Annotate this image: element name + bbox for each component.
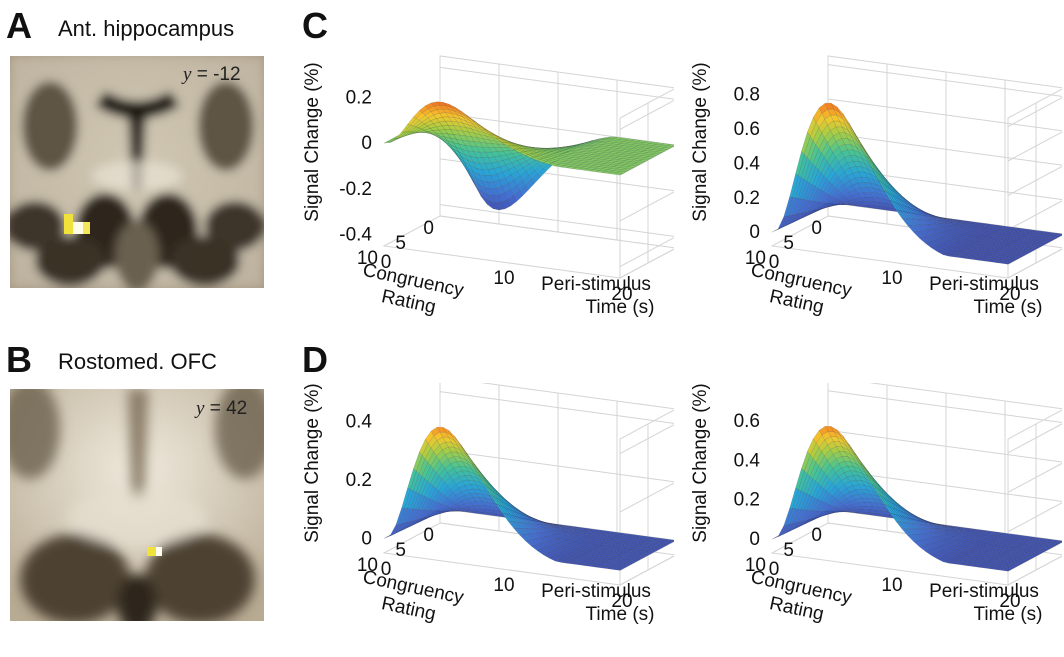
z-tick-label: 0.4 <box>734 153 761 174</box>
time-tick-label: 0 <box>769 559 780 580</box>
z-tick-label: -0.2 <box>339 179 372 200</box>
surface-patch <box>1001 261 1012 265</box>
z-tick-label: 0 <box>749 222 760 243</box>
panel-letter-b: B <box>6 339 32 380</box>
z-axis-label: Signal Change (%) <box>302 383 323 542</box>
z-tick-label: 0.4 <box>734 450 761 471</box>
congruency-tick-label: 0 <box>423 218 434 239</box>
surface-mesh <box>771 425 1062 572</box>
z-axis-label: Signal Change (%) <box>302 62 323 221</box>
time-tick-label: 10 <box>493 575 514 596</box>
z-tick-label: 0 <box>749 529 760 550</box>
surface-mesh <box>383 101 674 211</box>
congruency-tick-label: 0 <box>811 525 822 546</box>
svg-text:Peri-stimulus: Peri-stimulus <box>541 581 651 602</box>
brain-slice-hippocampus <box>10 56 264 288</box>
surface-patch <box>1001 568 1012 572</box>
time-tick-label: 20 <box>999 591 1020 612</box>
svg-text:Peri-stimulus: Peri-stimulus <box>929 581 1039 602</box>
time-tick-label: 20 <box>611 591 632 612</box>
svg-text:Time (s): Time (s) <box>974 297 1043 318</box>
activation-blob-ofc <box>147 547 156 556</box>
svg-text:Peri-stimulus: Peri-stimulus <box>929 274 1039 295</box>
time-tick-label: 0 <box>381 559 392 580</box>
panel-letter-a: A <box>6 5 32 46</box>
z-tick-label: 0.2 <box>734 490 760 511</box>
svg-text:Time (s): Time (s) <box>586 604 655 625</box>
z-tick-label: 0.6 <box>734 411 760 432</box>
z-axis-label: Signal Change (%) <box>690 383 711 542</box>
congruency-tick-label: 0 <box>811 218 822 239</box>
panel-title-b: Rostomed. OFC <box>58 349 217 374</box>
congruency-tick-label: 10 <box>357 555 378 576</box>
panel-letter-c: C <box>302 5 328 46</box>
time-tick-label: 20 <box>611 284 632 305</box>
time-tick-label: 0 <box>381 252 392 273</box>
z-axis-label: Signal Change (%) <box>690 62 711 221</box>
congruency-tick-label: 10 <box>745 555 766 576</box>
z-tick-label: 0.8 <box>734 85 760 106</box>
time-tick-label: 0 <box>769 252 780 273</box>
time-tick-label: 20 <box>999 284 1020 305</box>
time-tick-label: 10 <box>881 268 902 289</box>
congruency-tick-label: 10 <box>745 248 766 269</box>
congruency-tick-label: 5 <box>395 233 406 254</box>
z-tick-label: 0 <box>361 133 372 154</box>
svg-text:Time (s): Time (s) <box>974 604 1043 625</box>
svg-text:Time (s): Time (s) <box>586 297 655 318</box>
z-tick-label: 0.6 <box>734 119 760 140</box>
congruency-tick-label: 5 <box>783 233 794 254</box>
time-tick-label: 10 <box>881 575 902 596</box>
congruency-tick-label: 0 <box>423 525 434 546</box>
activation-blob-hippocampus <box>64 214 73 234</box>
congruency-tick-label: 5 <box>395 540 406 561</box>
surface-mesh <box>383 426 674 571</box>
congruency-tick-label: 5 <box>783 540 794 561</box>
slice-coordinate-a: y = -12 <box>183 64 241 85</box>
time-tick-label: 10 <box>493 268 514 289</box>
z-tick-label: -0.4 <box>339 225 372 246</box>
surface-mesh <box>771 102 1062 265</box>
svg-text:Peri-stimulus: Peri-stimulus <box>541 274 651 295</box>
congruency-tick-label: 10 <box>357 248 378 269</box>
z-tick-label: 0.2 <box>734 188 760 209</box>
surface-patch <box>613 567 624 571</box>
panel-letter-d: D <box>302 339 328 380</box>
surface-patch <box>613 172 624 176</box>
z-tick-label: 0.4 <box>346 412 373 433</box>
z-tick-label: 0.2 <box>346 470 372 491</box>
z-tick-label: 0 <box>361 528 372 549</box>
brain-slice-ofc <box>10 389 264 621</box>
panel-title-a: Ant. hippocampus <box>58 16 235 41</box>
slice-coordinate-b: y = 42 <box>196 398 248 419</box>
z-tick-label: 0.2 <box>346 87 372 108</box>
